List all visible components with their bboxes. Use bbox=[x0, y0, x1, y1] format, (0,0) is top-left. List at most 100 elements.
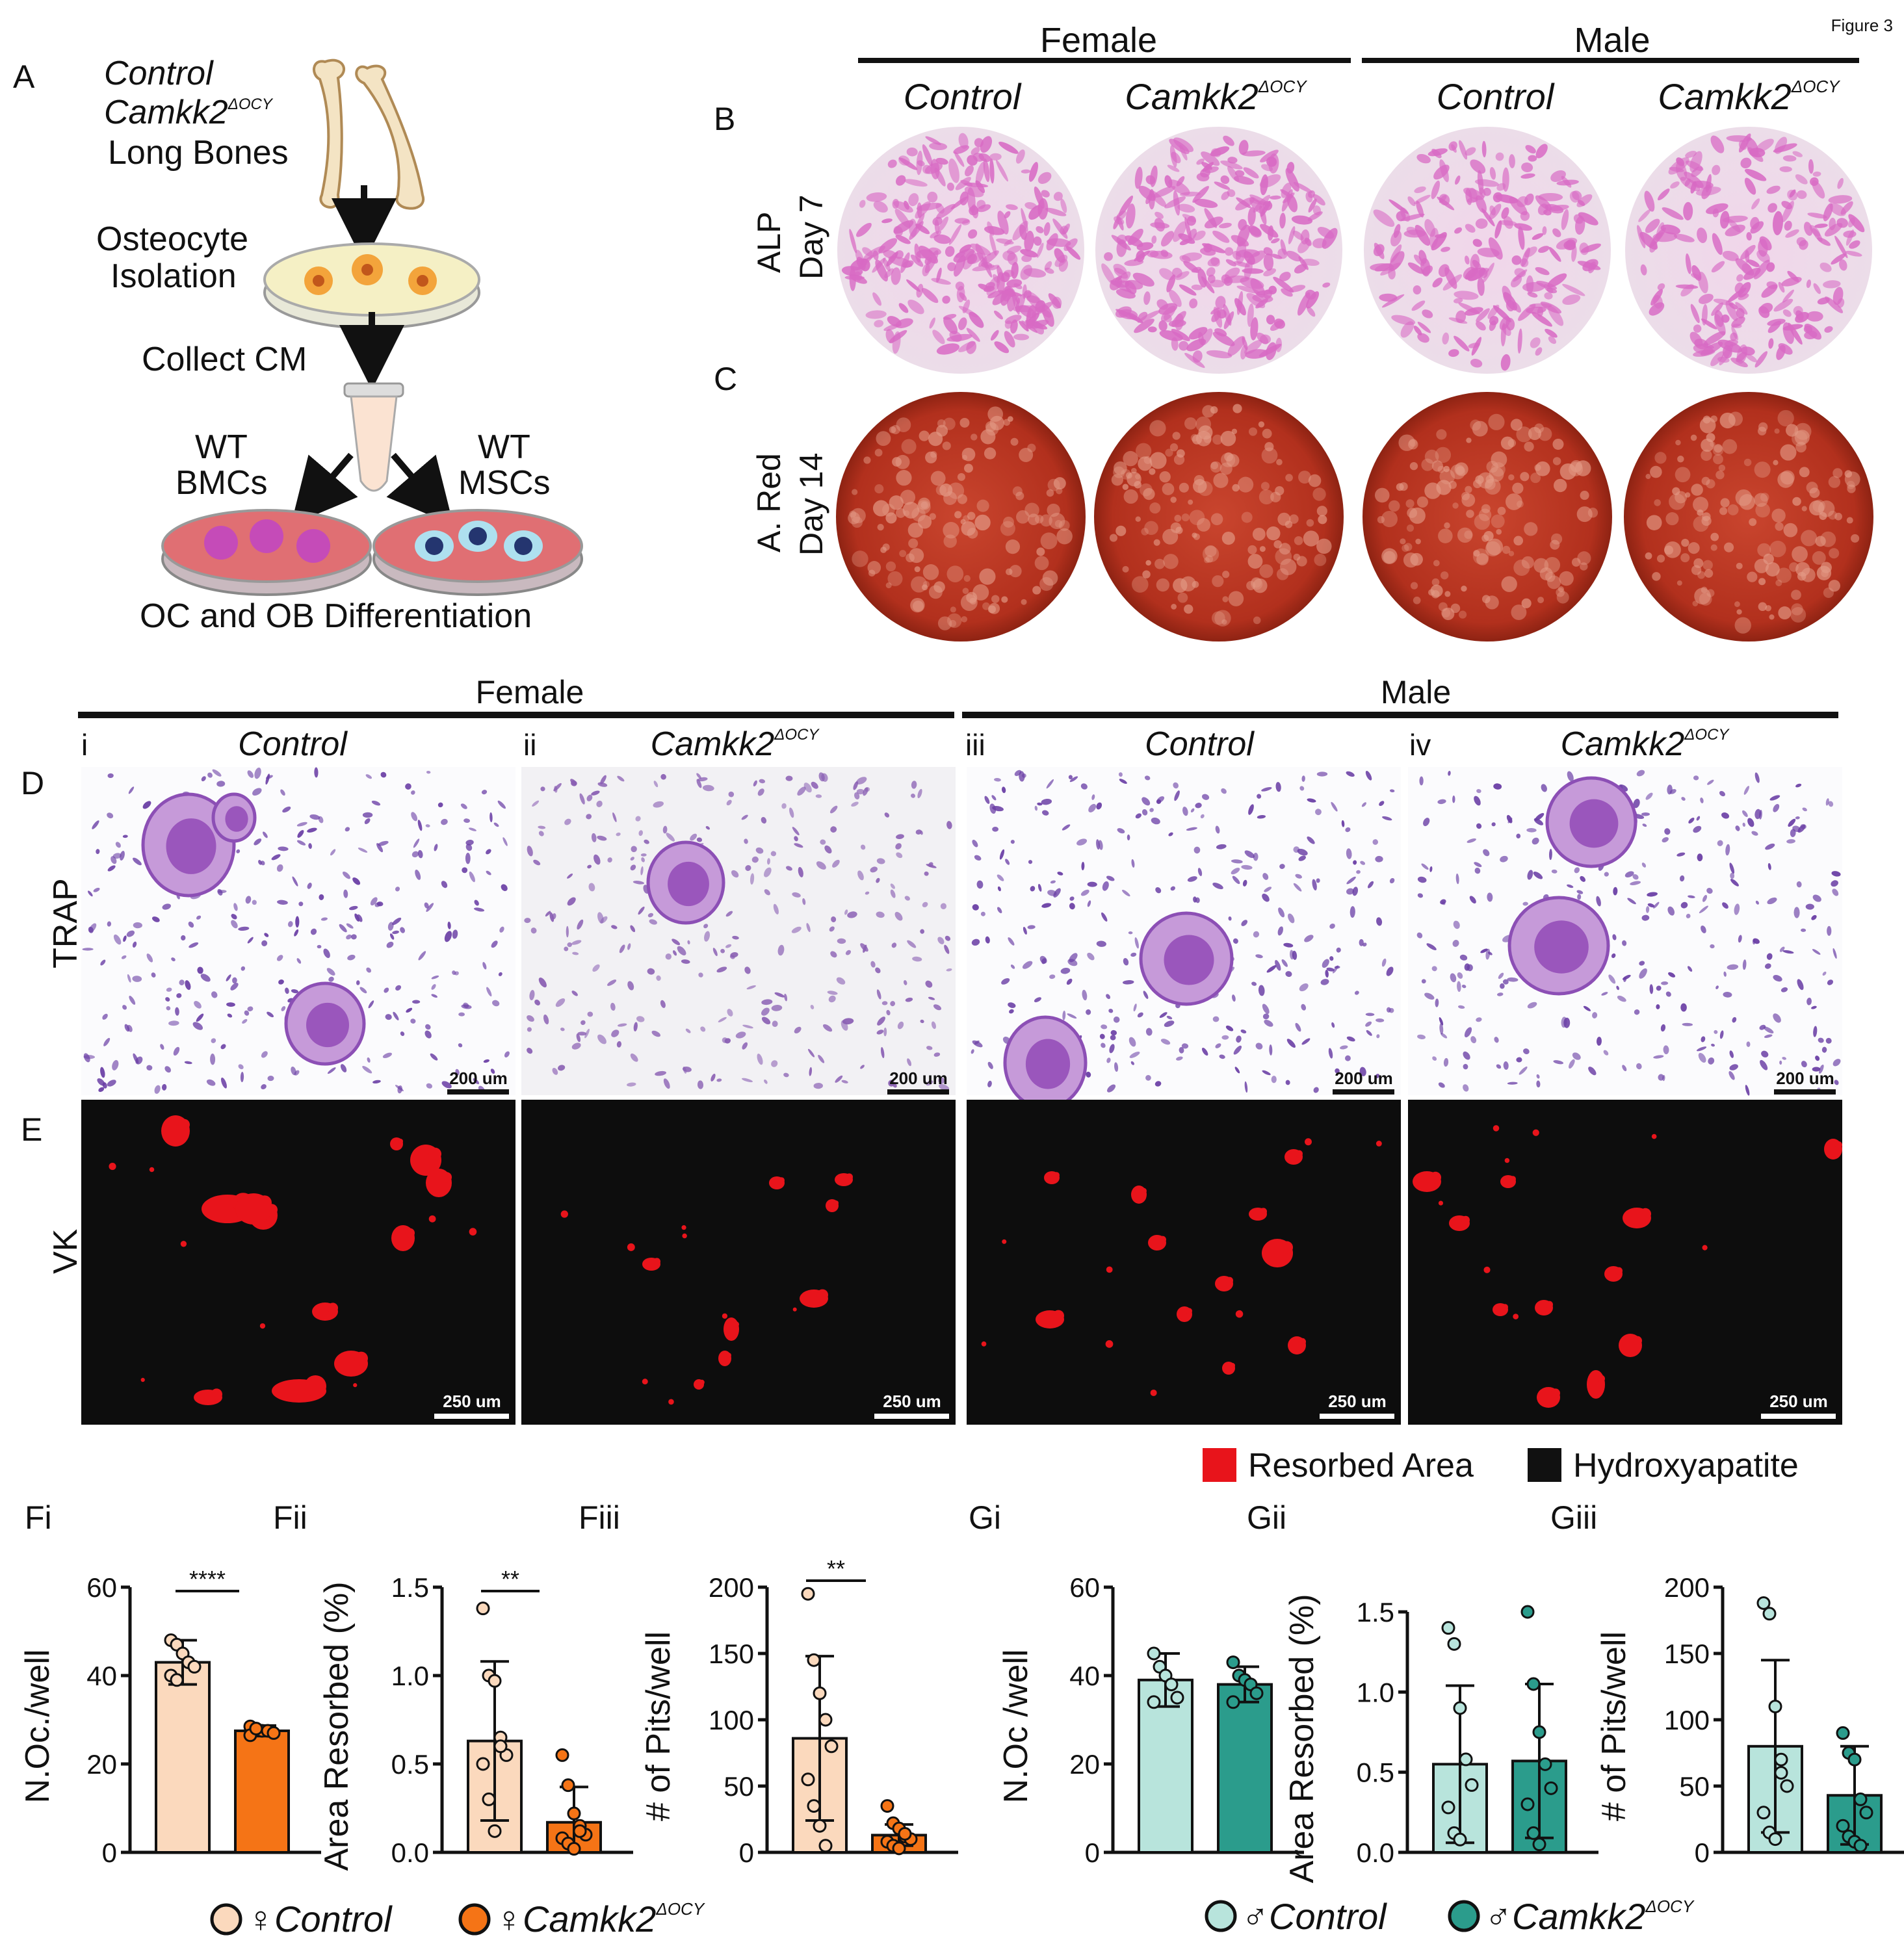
trap-cell-mark bbox=[1168, 832, 1173, 836]
trap-cell-mark bbox=[1583, 1005, 1591, 1011]
trap-cell-mark bbox=[127, 974, 131, 983]
trap-cell-mark bbox=[527, 1027, 532, 1032]
trap-cell-mark bbox=[164, 1066, 171, 1073]
y-axis-label: N.Oc /well bbox=[997, 1650, 1035, 1804]
alp-stain-mark bbox=[1500, 354, 1511, 371]
trap-cell-mark bbox=[903, 980, 907, 985]
ared-nodule-mark bbox=[1135, 474, 1141, 480]
ared-nodule-mark bbox=[1440, 571, 1449, 580]
trap-cell-mark bbox=[1110, 1035, 1116, 1041]
trap-cell-mark bbox=[356, 980, 360, 985]
ared-nodule-mark bbox=[1736, 609, 1742, 615]
ared-nodule-mark bbox=[1685, 492, 1691, 498]
alp-stain-mark bbox=[1136, 250, 1145, 263]
alp-stain-mark bbox=[929, 142, 948, 151]
trap-cell-mark bbox=[1350, 906, 1355, 918]
alp-stain-mark bbox=[1744, 177, 1756, 195]
alp-stain-mark bbox=[1795, 174, 1808, 185]
trap-cell-mark bbox=[1822, 971, 1827, 976]
alp-stain-mark bbox=[862, 247, 873, 257]
ared-nodule-mark bbox=[1143, 456, 1152, 464]
trap-cell-mark bbox=[1379, 801, 1385, 806]
trap-cell-mark bbox=[1603, 1050, 1609, 1056]
data-point bbox=[1520, 1797, 1535, 1811]
trap-scalebar-label: 200 um bbox=[449, 1069, 508, 1088]
trap-cell-mark bbox=[97, 1078, 105, 1086]
trap-cell-mark bbox=[1244, 1081, 1248, 1093]
alp-stain-mark bbox=[1470, 253, 1480, 272]
trap-cell-mark bbox=[176, 993, 182, 998]
trap-cell-mark bbox=[612, 812, 617, 822]
top-header-male: Male bbox=[1574, 21, 1650, 60]
ared-well-female-camkk2 bbox=[1094, 392, 1344, 642]
trap-cell-mark bbox=[310, 928, 317, 935]
trap-cell-mark bbox=[1696, 1046, 1707, 1052]
trap-cell-mark bbox=[860, 1065, 865, 1069]
alp-stain-mark bbox=[1767, 320, 1781, 333]
resorption-pit-mark bbox=[405, 1228, 415, 1238]
ared-nodule-mark bbox=[1777, 471, 1794, 488]
trap-cell-mark bbox=[486, 849, 491, 855]
alp-stain-mark bbox=[1403, 229, 1426, 238]
ared-nodule-mark bbox=[1318, 515, 1327, 525]
trap-cell-mark bbox=[830, 951, 837, 958]
trap-cell-mark bbox=[1047, 890, 1057, 896]
ared-nodule-mark bbox=[922, 564, 939, 580]
ared-nodule-mark bbox=[1547, 575, 1561, 590]
trap-cell-mark bbox=[1241, 920, 1248, 926]
trap-cell-mark bbox=[564, 818, 571, 825]
trap-cell-mark bbox=[895, 843, 902, 849]
ared-nodule-mark bbox=[1141, 528, 1149, 536]
alp-stain-mark bbox=[1101, 263, 1116, 285]
trap-cell-mark bbox=[1037, 802, 1043, 806]
alp-stain-mark bbox=[1223, 275, 1250, 283]
trap-cell-mark bbox=[1101, 1043, 1106, 1048]
trap-cell-mark bbox=[1812, 949, 1821, 955]
alp-stain-mark bbox=[1808, 159, 1814, 174]
ared-nodule-mark bbox=[1552, 457, 1561, 465]
alp-stain-mark bbox=[967, 155, 978, 166]
ared-nodule-mark bbox=[1559, 463, 1576, 480]
alp-stain-mark bbox=[945, 246, 955, 257]
trap-cell-mark bbox=[870, 866, 878, 873]
ared-nodule-mark bbox=[1485, 474, 1494, 484]
ared-nodule-mark bbox=[1000, 521, 1015, 536]
trap-cell-mark bbox=[1483, 849, 1490, 857]
alp-stain-mark bbox=[1173, 137, 1194, 152]
trap-cell-mark bbox=[132, 976, 142, 982]
alp-stain-mark bbox=[1814, 224, 1828, 228]
trap-cell-mark bbox=[696, 837, 703, 842]
ared-nodule-mark bbox=[1501, 576, 1517, 592]
ared-nodule-mark bbox=[937, 616, 952, 630]
resorption-speck-mark bbox=[1493, 1125, 1500, 1132]
trap-cell-mark bbox=[1119, 779, 1127, 784]
trap-cell-mark bbox=[1463, 1063, 1468, 1070]
alp-stain-mark bbox=[1458, 140, 1468, 160]
bmc-dish-icon bbox=[161, 509, 372, 596]
alp-stain-mark bbox=[1524, 246, 1537, 257]
ared-nodule-mark bbox=[947, 482, 965, 499]
alp-stain-mark bbox=[1845, 250, 1862, 257]
trap-cell-mark bbox=[761, 816, 767, 824]
trap-cell-mark bbox=[808, 1048, 815, 1057]
ared-nodule-mark bbox=[1795, 562, 1810, 577]
trap-cell-mark bbox=[1037, 883, 1042, 892]
trap-cell-mark bbox=[230, 983, 239, 991]
trap-cell-mark bbox=[196, 1013, 204, 1022]
trap-cell-mark bbox=[1009, 1009, 1014, 1014]
trap-cell-mark bbox=[1266, 965, 1277, 973]
trap-cell-mark bbox=[1707, 779, 1714, 785]
trap-cell-mark bbox=[298, 901, 304, 907]
ared-nodule-mark bbox=[961, 454, 968, 461]
trap-cell-mark bbox=[588, 883, 595, 892]
ared-nodule-mark bbox=[1521, 556, 1534, 569]
alp-stain-mark bbox=[1470, 359, 1483, 368]
ared-nodule-mark bbox=[1228, 591, 1244, 606]
ared-nodule-mark bbox=[1754, 461, 1771, 478]
trap-cell-mark bbox=[530, 927, 537, 934]
alp-stain-mark bbox=[1124, 259, 1144, 266]
ared-nodule-mark bbox=[1115, 525, 1127, 536]
ared-nodule-mark bbox=[1306, 519, 1314, 527]
trap-cell-mark bbox=[192, 1022, 203, 1030]
ared-nodule-mark bbox=[1197, 518, 1211, 532]
